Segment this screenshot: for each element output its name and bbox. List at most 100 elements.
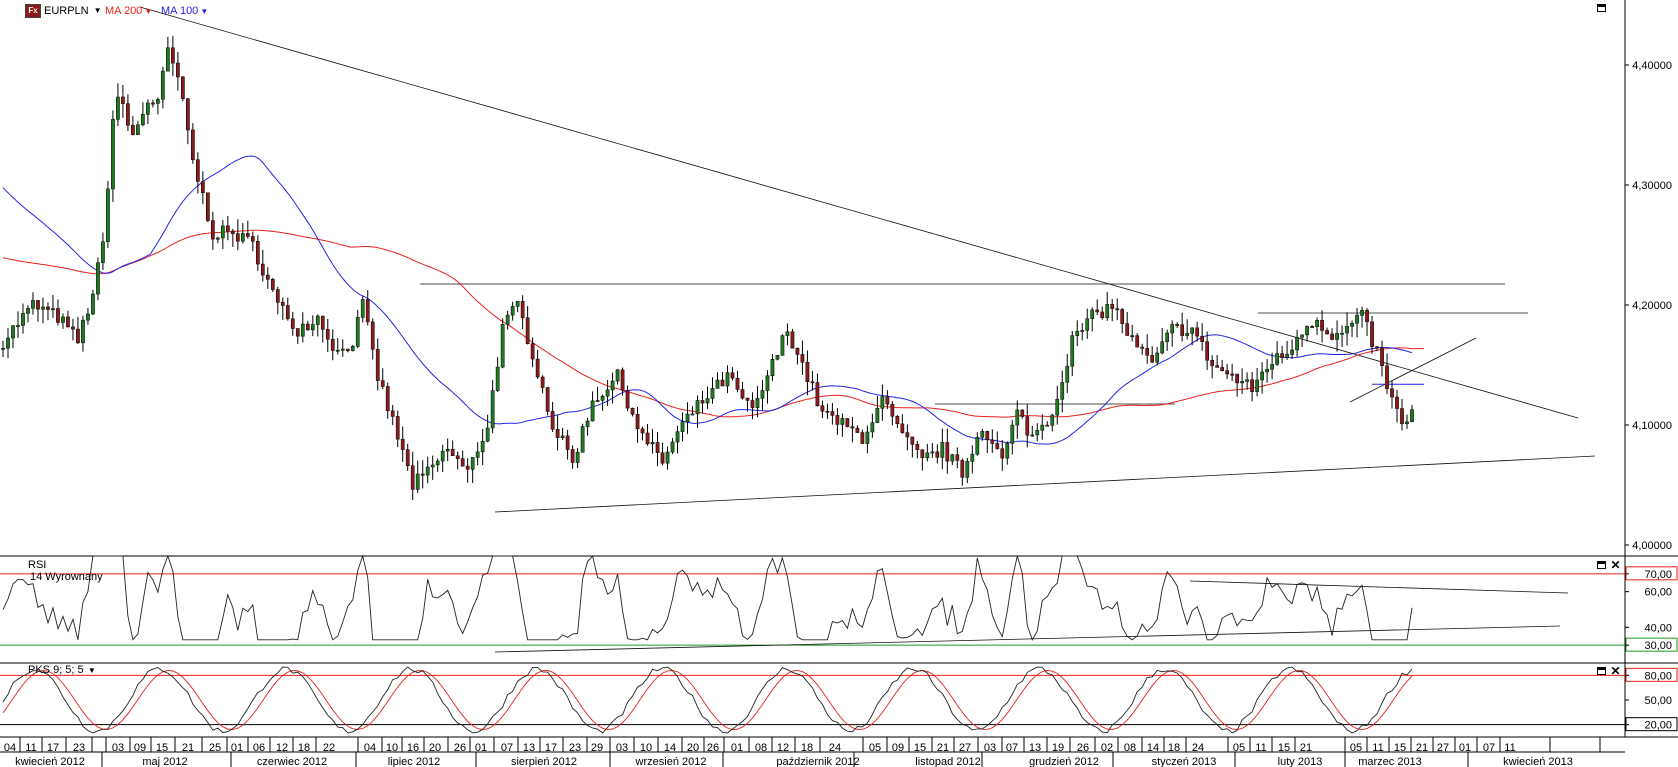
x-day-label: 09: [892, 742, 904, 754]
candle-body: [1035, 430, 1040, 436]
x-day-label: 01: [1459, 742, 1471, 754]
candle-body: [1355, 315, 1359, 324]
candle-body: [380, 380, 385, 387]
candle-body: [655, 442, 660, 453]
candle-body: [176, 62, 180, 78]
candle-body: [1330, 333, 1334, 340]
rsi-tick-label: 30,00: [1644, 640, 1672, 652]
candle-body: [670, 441, 675, 453]
candle-body: [515, 300, 520, 307]
maximize-pks-panel-icon[interactable]: [1597, 667, 1606, 675]
maximize-rsi-panel-icon[interactable]: [1597, 561, 1606, 569]
ma200-selector[interactable]: MA 200 ▼: [105, 4, 152, 19]
x-day-label: 03: [984, 742, 996, 754]
candle-body: [395, 416, 400, 440]
candle-body: [835, 415, 840, 425]
candle-body: [1000, 448, 1005, 459]
candle-body: [480, 441, 485, 453]
x-day-label: 17: [47, 742, 59, 754]
candle-body: [1380, 347, 1384, 367]
x-day-label: 03: [112, 742, 124, 754]
symbol-selector[interactable]: Fx EURPLN ▼: [25, 4, 102, 18]
candle-body: [375, 348, 380, 381]
pks-title-selector[interactable]: PKS 9; 5; 5 ▼: [28, 664, 96, 676]
rsi-subtitle: 14 Wyrownany: [30, 571, 103, 583]
x-day-label: 15: [1278, 742, 1290, 754]
ma100-selector[interactable]: MA 100 ▼: [161, 4, 208, 19]
candle-body: [845, 418, 850, 427]
candle-body: [960, 460, 965, 478]
candle-body: [81, 319, 85, 344]
x-day-label: 21: [1416, 742, 1428, 754]
candle-body: [1290, 349, 1294, 355]
candle-body: [550, 411, 555, 430]
x-day-label: 24: [1192, 742, 1204, 754]
candle-body: [91, 293, 95, 315]
x-day-label: 11: [1504, 742, 1515, 754]
close-pks-panel-icon[interactable]: ✕: [1610, 664, 1621, 678]
candle-body: [1340, 332, 1344, 335]
candle-body: [885, 396, 890, 405]
candle-body: [575, 452, 580, 463]
x-day-label: 01: [475, 742, 487, 754]
candle-body: [111, 119, 115, 190]
symbol-label: EURPLN: [44, 5, 89, 17]
candle-body: [735, 377, 740, 390]
close-rsi-panel-icon[interactable]: ✕: [1610, 558, 1621, 572]
candle-body: [815, 382, 820, 406]
candle-body: [1370, 321, 1374, 347]
candle-body: [890, 403, 895, 417]
candle-body: [605, 389, 610, 397]
candle-body: [975, 437, 980, 455]
candle-body: [1325, 330, 1329, 335]
candle-body: [705, 398, 710, 404]
candle-body: [1300, 334, 1304, 338]
candle-body: [400, 438, 405, 450]
candle-body: [875, 408, 880, 423]
rsi-title: RSI: [28, 559, 47, 571]
x-day-label: 21: [937, 742, 949, 754]
x-day-label: 22: [323, 742, 335, 754]
ma200-label: MA 200: [105, 5, 143, 17]
candle-body: [1350, 322, 1354, 327]
candle-body: [1005, 443, 1010, 459]
x-day-label: 21: [1300, 742, 1312, 754]
candle-body: [465, 465, 470, 470]
fx-icon: Fx: [25, 4, 41, 18]
candle-body: [1215, 365, 1219, 368]
chevron-down-icon: ▼: [93, 6, 102, 15]
rsi-tick-label: 40,00: [1644, 622, 1672, 634]
candle-body: [590, 400, 595, 422]
candle-body: [300, 323, 305, 337]
price-tick-label: 4,10000: [1632, 420, 1672, 432]
candle-body: [220, 225, 225, 239]
candle-body: [1220, 367, 1224, 371]
x-day-label: 10: [386, 742, 398, 754]
candle-body: [405, 449, 410, 467]
maximize-price-panel-icon[interactable]: [1597, 4, 1606, 12]
candle-body: [335, 349, 340, 352]
candle-body: [240, 233, 245, 242]
x-day-label: 14: [1147, 742, 1159, 754]
price-tick-label: 4,30000: [1632, 180, 1672, 192]
x-month-label: maj 2012: [142, 756, 187, 767]
candle-body: [225, 225, 230, 232]
candle-body: [211, 220, 215, 240]
candle-body: [595, 400, 600, 402]
candle-body: [1125, 323, 1130, 336]
candle-body: [121, 96, 125, 104]
candle-body: [1010, 424, 1015, 444]
candle-body: [1320, 320, 1324, 331]
pks-tick-label: 20,00: [1644, 720, 1672, 732]
candle-body: [910, 436, 915, 445]
candle-body: [865, 431, 870, 444]
candle-body: [46, 306, 50, 310]
x-day-label: 12: [276, 742, 288, 754]
candle-body: [255, 240, 260, 265]
candle-body: [1410, 409, 1414, 423]
candle-body: [745, 397, 750, 401]
candle-body: [855, 427, 860, 433]
candle-body: [305, 323, 310, 331]
candle-body: [1255, 379, 1259, 392]
candle-body: [76, 328, 80, 344]
